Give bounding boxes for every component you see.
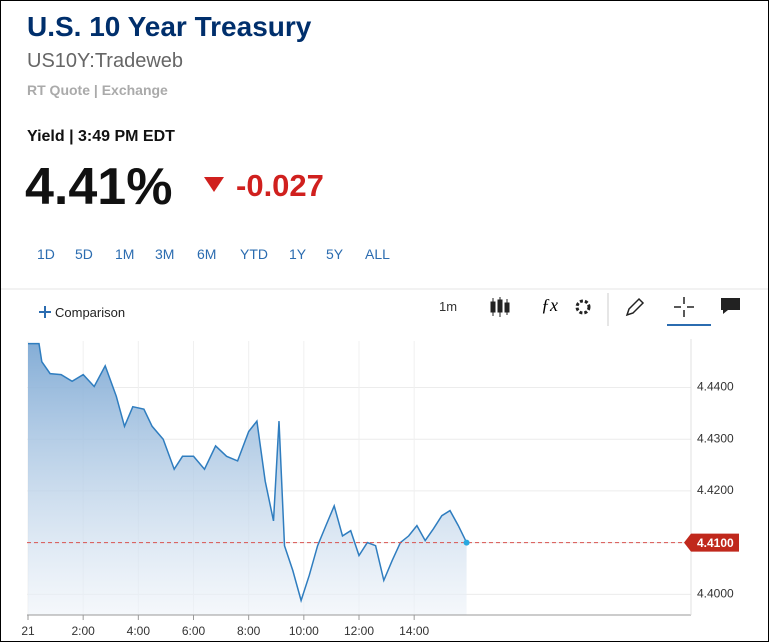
range-button[interactable]: 1Y xyxy=(289,246,307,262)
x-tick-label: 4:00 xyxy=(127,624,151,638)
range-button[interactable]: 6M xyxy=(197,246,217,262)
last-price: 4.41% xyxy=(25,158,173,216)
area xyxy=(28,343,467,615)
x-tick-label: 2:00 xyxy=(71,624,95,638)
crosshair-icon[interactable] xyxy=(674,297,694,317)
x-tick-label: 8:00 xyxy=(237,624,261,638)
symbol: US10Y:Tradeweb xyxy=(27,50,184,72)
y-tick-label: 4.4400 xyxy=(697,380,734,394)
comparison-button[interactable]: Comparison xyxy=(55,305,126,320)
draw-icon[interactable] xyxy=(625,297,645,317)
y-tick-label: 4.4000 xyxy=(697,586,734,600)
price-tag xyxy=(684,533,739,552)
interval-button[interactable]: 1m xyxy=(439,299,458,314)
title: U.S. 10 Year Treasury xyxy=(27,11,312,42)
fx-icon[interactable]: ƒx xyxy=(541,295,558,315)
y-tick-label: 4.4200 xyxy=(697,483,734,497)
range-button[interactable]: 5D xyxy=(75,246,93,262)
x-tick-label: 6:00 xyxy=(182,624,206,638)
x-tick-label: 12:00 xyxy=(344,624,374,638)
plus-icon xyxy=(39,306,51,318)
range-button[interactable]: 1M xyxy=(115,246,135,262)
price-change: -0.027 xyxy=(236,168,324,203)
range-button[interactable]: YTD xyxy=(240,246,268,262)
source: RT Quote | Exchange xyxy=(27,82,168,98)
down-arrow xyxy=(204,177,224,192)
x-tick-label: 10:00 xyxy=(289,624,319,638)
range-button[interactable]: ALL xyxy=(365,246,390,262)
price-tag-label: 4.4100 xyxy=(697,536,734,550)
range-button[interactable]: 3M xyxy=(155,246,175,262)
candles-icon[interactable] xyxy=(490,297,510,317)
range-button[interactable]: 1D xyxy=(37,246,55,262)
range-button[interactable]: 5Y xyxy=(326,246,344,262)
x-tick-label: 14:00 xyxy=(399,624,429,638)
last-point xyxy=(463,539,470,546)
settings-icon[interactable] xyxy=(575,299,591,315)
quote-label: Yield | 3:49 PM EDT xyxy=(27,128,175,145)
x-tick-label: 21 xyxy=(21,624,35,638)
comment-icon[interactable] xyxy=(721,298,740,314)
y-tick-label: 4.4300 xyxy=(697,431,734,445)
line xyxy=(28,342,468,604)
plot xyxy=(27,341,691,615)
